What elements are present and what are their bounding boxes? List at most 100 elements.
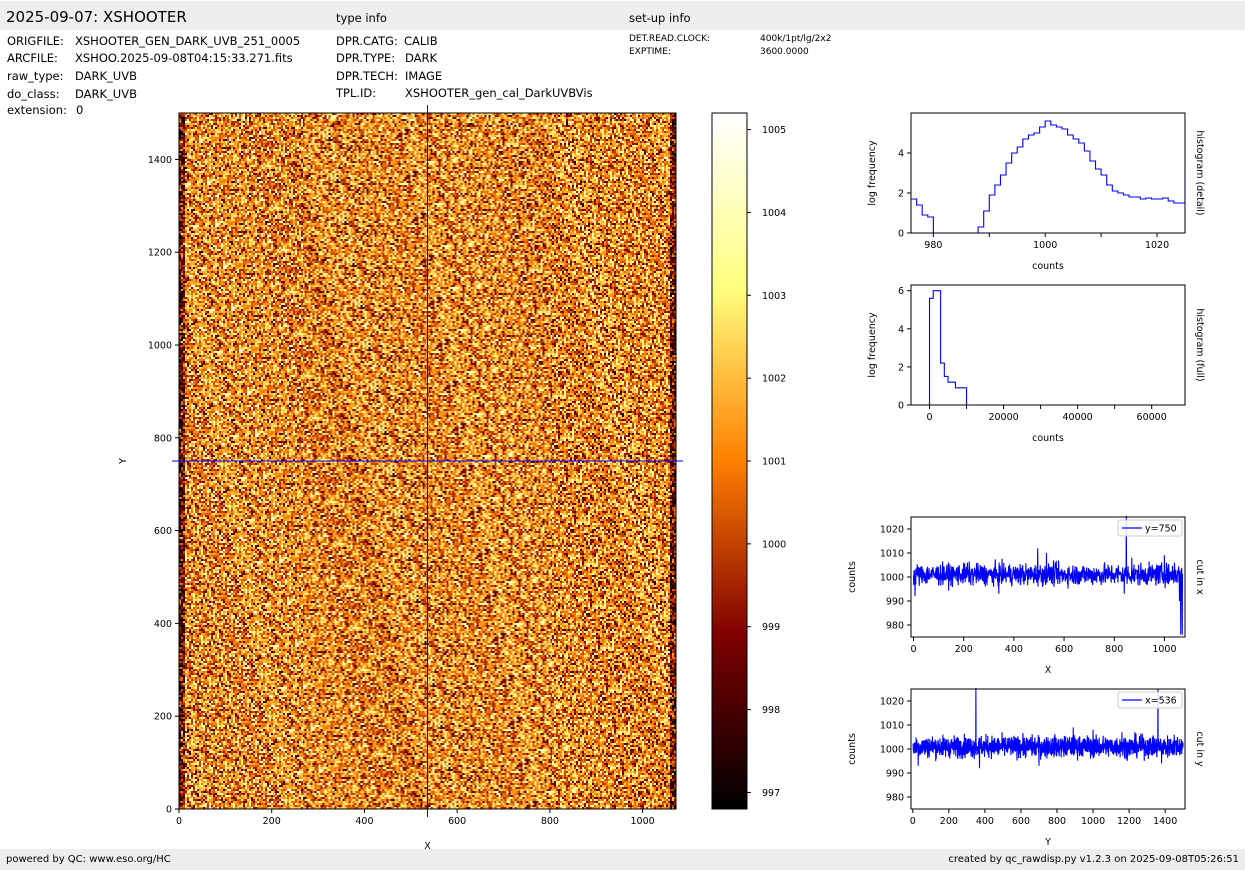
- dpr-type-key: DPR.TYPE:: [336, 51, 396, 65]
- histogram-full-panel: 0 20000 40000 60000 0 2 4 6 counts log frequency h…: [867, 284, 1205, 444]
- x-tick-label: 800: [541, 816, 559, 827]
- colorbar-tick-label: 999: [762, 622, 780, 633]
- x-tick-label: 1400: [1153, 816, 1177, 827]
- x-tick-label: 1020: [1145, 240, 1169, 251]
- x-tick-label: 1000: [1152, 644, 1176, 655]
- colorbar-tick-label: 1001: [762, 457, 786, 468]
- y-tick-label: 1200: [148, 248, 172, 259]
- x-tick-label: 40000: [1063, 412, 1093, 423]
- y-axis-label: counts: [847, 561, 858, 593]
- colorbar-tick-label: 1005: [762, 125, 786, 136]
- histogram-detail-panel: 980 1000 1020 0 2 4 counts log frequency histogr…: [867, 112, 1205, 272]
- y-tick-label: 4: [898, 149, 904, 160]
- y-tick-label: 980: [886, 621, 904, 632]
- x-tick-label: 400: [1005, 644, 1023, 655]
- footer-left-text: powered by QC: www.eso.org/HC: [6, 854, 171, 865]
- x-tick-label: 600: [448, 816, 466, 827]
- do-class-key: do_class:: [7, 87, 60, 101]
- origfile-value: XSHOOTER_GEN_DARK_UVB_251_0005: [75, 34, 301, 48]
- setup-info-title: set-up info: [629, 11, 691, 25]
- arcfile-value: XSHOO.2025-09-08T04:15:33.271.fits: [75, 51, 293, 65]
- x-tick-label: 0: [910, 816, 916, 827]
- dpr-tech-key: DPR.TECH:: [336, 69, 398, 83]
- do-class-value: DARK_UVB: [75, 87, 137, 101]
- y-tick-label: 0: [898, 401, 904, 412]
- y-tick-label: 6: [898, 286, 904, 297]
- x-tick-label: 1000: [631, 816, 655, 827]
- x-tick-label: 1000: [1033, 240, 1057, 251]
- panel-side-label: histogram (detail): [1194, 130, 1205, 215]
- exptime-key: EXPTIME:: [629, 47, 671, 57]
- arcfile-key: ARCFILE:: [7, 51, 58, 65]
- footer-band: [0, 849, 1245, 870]
- y-tick-label: 200: [154, 712, 172, 723]
- dpr-tech-value: IMAGE: [405, 69, 443, 83]
- x-tick-label: 800: [1105, 644, 1123, 655]
- dark-frame-image: [179, 113, 676, 809]
- y-tick-label: 1020: [880, 525, 904, 536]
- dpr-catg-key: DPR.CATG:: [336, 34, 398, 48]
- x-tick-label: 200: [955, 644, 973, 655]
- x-axis-label: Y: [1044, 837, 1051, 848]
- extension-value: 0: [76, 103, 84, 117]
- series-line: [911, 120, 1185, 234]
- colorbar-tick-label: 998: [762, 705, 780, 716]
- colorbar-tick-label: 1000: [762, 539, 786, 550]
- panel-side-label: cut in y: [1194, 731, 1205, 767]
- footer-right-text: created by qc_rawdisp.py v1.2.3 on 2025-…: [948, 854, 1239, 865]
- x-tick-label: 600: [1055, 644, 1073, 655]
- x-tick-label: 400: [355, 816, 373, 827]
- y-tick-label: 1000: [880, 573, 904, 584]
- panel-frame: [910, 284, 1186, 406]
- x-tick-label: 800: [1048, 816, 1066, 827]
- y-tick-label: 1400: [148, 155, 172, 166]
- y-tick-label: 2: [898, 362, 904, 373]
- y-tick-label: 0: [166, 805, 172, 816]
- legend-label: y=750: [1145, 524, 1177, 535]
- dpr-type-value: DARK: [405, 51, 438, 65]
- x-tick-label: 200: [263, 816, 281, 827]
- y-axis-label: log frequency: [867, 140, 878, 206]
- x-tick-label: 0: [910, 644, 916, 655]
- x-axis-label: counts: [1032, 433, 1064, 444]
- x-axis-label: X: [1045, 665, 1052, 676]
- y-tick-label: 990: [886, 597, 904, 608]
- origfile-key: ORIGFILE:: [7, 34, 64, 48]
- x-tick-label: 0: [926, 412, 932, 423]
- y-tick-label: 0: [898, 229, 904, 240]
- y-tick-label: 1000: [148, 341, 172, 352]
- y-tick-label: 1000: [880, 745, 904, 756]
- y-tick-label: 980: [886, 793, 904, 804]
- y-axis-label: Y: [118, 458, 129, 465]
- panel-side-label: histogram (full): [1194, 308, 1205, 381]
- x-axis-label: counts: [1032, 261, 1064, 272]
- y-axis-label: counts: [847, 733, 858, 765]
- x-tick-label: 1000: [1081, 816, 1105, 827]
- colorbar-tick-label: 1002: [762, 374, 786, 385]
- exptime-value: 3600.0000: [760, 47, 809, 57]
- x-tick-label: 0: [176, 816, 182, 827]
- raw-type-key: raw_type:: [7, 69, 64, 83]
- y-tick-label: 400: [154, 619, 172, 630]
- series-line: [912, 516, 1184, 635]
- legend-box: [1117, 691, 1183, 709]
- x-tick-label: 60000: [1137, 412, 1167, 423]
- header-band: [0, 1, 1245, 30]
- raw-type-value: DARK_UVB: [75, 69, 137, 83]
- x-tick-label: 980: [924, 240, 942, 251]
- dpr-catg-value: CALIB: [404, 34, 438, 48]
- series-line: [925, 290, 1185, 406]
- y-tick-label: 1020: [880, 697, 904, 708]
- y-tick-label: 600: [154, 526, 172, 537]
- colorbar-tick-label: 997: [762, 788, 780, 799]
- colorbar-tick-label: 1003: [762, 291, 786, 302]
- type-info-title: type info: [336, 11, 387, 25]
- x-tick-label: 1200: [1117, 816, 1141, 827]
- series-line: [912, 688, 1184, 769]
- tpl-id-value: XSHOOTER_gen_cal_DarkUVBVis: [405, 86, 593, 100]
- y-tick-label: 800: [154, 433, 172, 444]
- cut-in-x-panel: 0 200 400 600 800 1000 980 990 1000 1010 1020 Xcoun…: [847, 516, 1205, 676]
- x-tick-label: 400: [976, 816, 994, 827]
- colorbar-gradient: [712, 113, 747, 809]
- panel-side-label: cut in x: [1194, 559, 1205, 595]
